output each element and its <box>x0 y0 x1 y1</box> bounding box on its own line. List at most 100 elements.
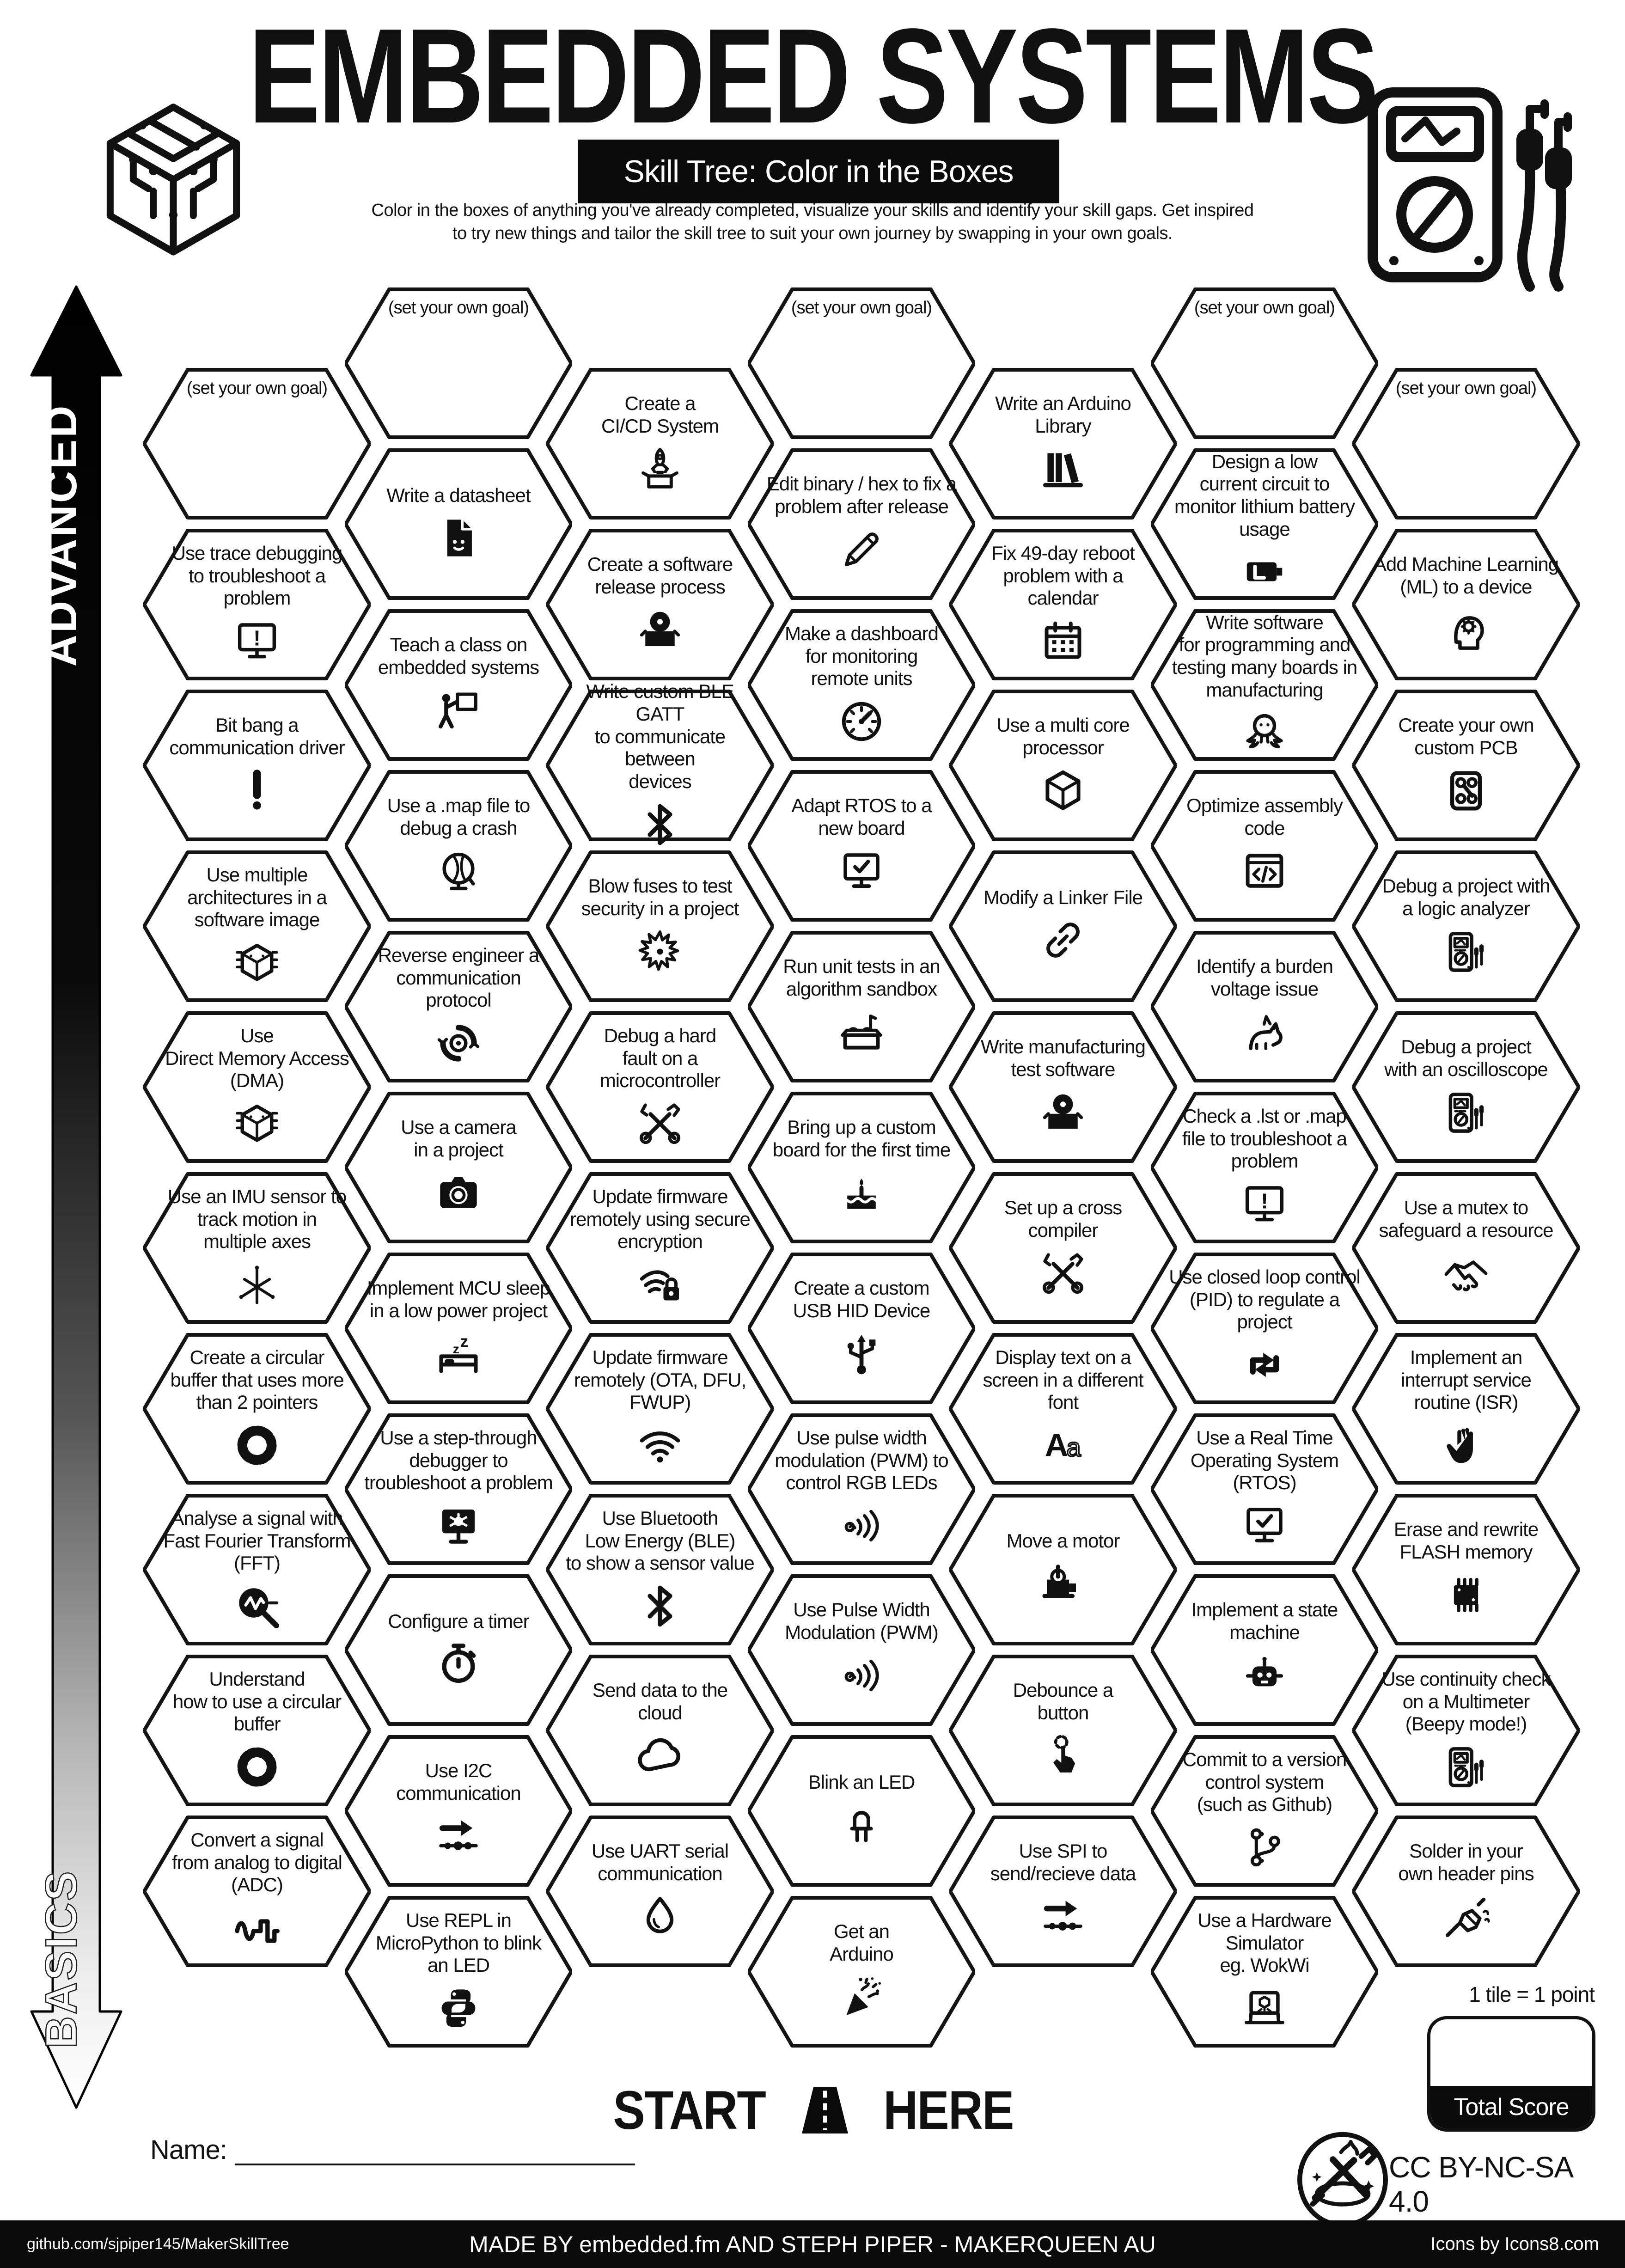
skill-hex[interactable]: Display text on a screen in a different … <box>949 1332 1177 1486</box>
skill-hex[interactable]: Create a software release process <box>546 528 774 681</box>
skill-hex[interactable]: Bit bang a communication driver <box>143 689 371 842</box>
hexagon-outline <box>748 1253 975 1404</box>
svg-text:z: z <box>453 1342 459 1356</box>
skill-hex[interactable]: Use SPI to send/recieve data <box>949 1815 1177 1968</box>
goal-hex[interactable]: (set your own goal) <box>1352 367 1580 520</box>
skill-hex[interactable]: Debounce a button <box>949 1654 1177 1807</box>
skill-hex[interactable]: Use a step-through debugger to troublesh… <box>345 1412 572 1566</box>
skill-hex[interactable]: Debug a project with a logic analyzer <box>1352 850 1580 1003</box>
name-input-line[interactable] <box>235 2137 635 2165</box>
hexagon-outline <box>949 1816 1177 1967</box>
skill-label: Use pulse width modulation (PWM) to cont… <box>775 1426 948 1494</box>
bookshelf-icon <box>1043 453 1083 487</box>
hexagon-outline <box>1151 1413 1378 1565</box>
skill-hex[interactable]: Make a dashboard for monitoring remote u… <box>748 608 975 762</box>
gradient-arrow-shaft <box>30 285 122 2109</box>
monitor-check-icon <box>843 853 880 888</box>
goal-hex[interactable]: (set your own goal) <box>748 287 975 440</box>
skill-hex[interactable]: Use a .map file to debug a crash <box>345 769 572 923</box>
goal-hex[interactable]: (set your own goal) <box>1151 287 1378 440</box>
skill-hex[interactable]: Write a datasheet <box>345 447 572 601</box>
total-score-box[interactable]: Total Score <box>1427 2016 1595 2132</box>
skill-hex[interactable]: Use Pulse Width Modulation (PWM) <box>748 1573 975 1727</box>
skill-hex[interactable]: Use multiple architectures in a software… <box>143 850 371 1003</box>
skill-hex[interactable]: Check a .lst or .map file to troubleshoo… <box>1151 1091 1378 1244</box>
skill-hex[interactable]: Implement a state machine <box>1151 1573 1378 1727</box>
skill-hex[interactable]: Optimize assembly code <box>1151 769 1378 923</box>
skill-hex[interactable]: Identify a burden voltage issue <box>1151 930 1378 1083</box>
skill-hex[interactable]: Use REPL in MicroPython to blink an LED <box>345 1895 572 2048</box>
skill-hex[interactable]: Understand how to use a circular buffer <box>143 1654 371 1807</box>
skill-hex[interactable]: Send data to the cloud <box>546 1654 774 1807</box>
crossed-tools-icon <box>639 1103 681 1144</box>
skill-hex[interactable]: Blow fuses to test security in a project <box>546 850 774 1003</box>
hexagon-outline <box>748 931 975 1082</box>
subtitle-text: Skill Tree: Color in the Boxes <box>623 154 1014 189</box>
skill-hex[interactable]: Bring up a custom board for the first ti… <box>748 1091 975 1244</box>
skill-hex[interactable]: Adapt RTOS to a new board <box>748 769 975 923</box>
skill-hex[interactable]: Use a multi core processor <box>949 689 1177 842</box>
hexagon-outline <box>143 1816 371 1967</box>
skill-hex[interactable]: Write custom BLE GATT to communicate bet… <box>546 680 774 845</box>
skill-hex[interactable]: Commit to a version control system (such… <box>1151 1734 1378 1888</box>
skill-hex[interactable]: Debug a hard fault on a microcontroller <box>546 1010 774 1164</box>
skill-hex[interactable]: Set up a cross compiler <box>949 1171 1177 1325</box>
skill-hex[interactable]: Reverse engineer a communication protoco… <box>345 930 572 1083</box>
pencil-icon <box>844 532 879 566</box>
bluetooth-icon <box>648 1585 672 1627</box>
svg-text:a: a <box>1066 1432 1081 1461</box>
skill-hex[interactable]: Use a Hardware Simulator eg. WokWi <box>1151 1895 1378 2048</box>
skill-hex[interactable]: Use UART serial communication <box>546 1815 774 1968</box>
skill-hex[interactable]: Configure a timer <box>345 1573 572 1727</box>
skill-hex[interactable]: Create your own custom PCB <box>1352 689 1580 842</box>
skill-hex[interactable]: Create a circular buffer that uses more … <box>143 1332 371 1486</box>
hexagon-outline <box>949 1333 1177 1485</box>
skill-hex[interactable]: Edit binary / hex to fix a problem after… <box>748 447 975 601</box>
skill-hex[interactable]: Use an IMU sensor to track motion in mul… <box>143 1171 371 1325</box>
footer-bar: github.com/sjpiper145/MakerSkillTree MAD… <box>0 2220 1625 2268</box>
hexagon-outline <box>143 1011 371 1163</box>
skill-hex[interactable]: Use continuity check on a Multimeter (Be… <box>1352 1654 1580 1807</box>
skill-hex[interactable]: Use a camera in a project <box>345 1091 572 1244</box>
skill-hex[interactable]: Update firmware remotely (OTA, DFU, FWUP… <box>546 1332 774 1486</box>
skill-hex[interactable]: Create a CI/CD System <box>546 367 774 520</box>
skill-hex[interactable]: Teach a class on embedded systems <box>345 608 572 762</box>
skill-hex[interactable]: Convert a signal from analog to digital … <box>143 1815 371 1968</box>
skill-label: (set your own goal) <box>388 298 529 318</box>
skill-label: Create your own custom PCB <box>1398 714 1534 758</box>
goal-hex[interactable]: (set your own goal) <box>143 367 371 520</box>
skill-hex[interactable]: Use a Real Time Operating System (RTOS) <box>1151 1412 1378 1566</box>
skill-hex[interactable]: Blink an LED <box>748 1734 975 1888</box>
skill-hex[interactable]: Fix 49-day reboot problem with a calenda… <box>949 528 1177 681</box>
skill-hex[interactable]: Debug a project with an oscilloscope <box>1352 1010 1580 1164</box>
skill-hex[interactable]: Solder in your own header pins <box>1352 1815 1580 1968</box>
skill-hex[interactable]: Analyse a signal with Fast Fourier Trans… <box>143 1493 371 1646</box>
skill-hex[interactable]: Use closed loop control (PID) to regulat… <box>1151 1252 1378 1405</box>
skill-hex[interactable]: Use Bluetooth Low Energy (BLE) to show a… <box>546 1493 774 1646</box>
skill-hex[interactable]: Run unit tests in an algorithm sandbox <box>748 930 975 1083</box>
skill-hex[interactable]: Get an Arduino <box>748 1895 975 2048</box>
skill-hex[interactable]: Implement MCU sleep in a low power proje… <box>345 1252 572 1405</box>
skill-hex[interactable]: Design a low current circuit to monitor … <box>1151 447 1378 601</box>
skill-hex[interactable]: Write an Arduino Library <box>949 367 1177 520</box>
code-window-icon <box>1246 854 1283 888</box>
skill-hex[interactable]: Use trace debugging to troubleshoot a pr… <box>143 528 371 681</box>
goal-hex[interactable]: (set your own goal) <box>345 287 572 440</box>
skill-hex[interactable]: Write software for programming and testi… <box>1151 608 1378 762</box>
skill-hex[interactable]: Update firmware remotely using secure en… <box>546 1171 774 1325</box>
skill-label: Use Direct Memory Access (DMA) <box>165 1024 349 1092</box>
skill-hex[interactable]: Create a custom USB HID Device <box>748 1252 975 1405</box>
skill-label: Teach a class on embedded systems <box>378 634 539 678</box>
skill-hex[interactable]: Move a motor <box>949 1493 1177 1646</box>
skill-hex[interactable]: Implement an interrupt service routine (… <box>1352 1332 1580 1486</box>
skill-hex[interactable]: Use Direct Memory Access (DMA) <box>143 1010 371 1164</box>
skill-hex[interactable]: Use a mutex to safeguard a resource <box>1352 1171 1580 1325</box>
skill-label: (set your own goal) <box>791 298 932 318</box>
skill-hex[interactable]: Use pulse width modulation (PWM) to cont… <box>748 1412 975 1566</box>
skill-hex[interactable]: Use I2C communication <box>345 1734 572 1888</box>
hexagon-outline <box>949 1011 1177 1163</box>
skill-hex[interactable]: Erase and rewrite FLASH memory <box>1352 1493 1580 1646</box>
skill-hex[interactable]: Modify a Linker File <box>949 850 1177 1003</box>
skill-hex[interactable]: Add Machine Learning (ML) to a device <box>1352 528 1580 681</box>
skill-hex[interactable]: Write manufacturing test software <box>949 1010 1177 1164</box>
